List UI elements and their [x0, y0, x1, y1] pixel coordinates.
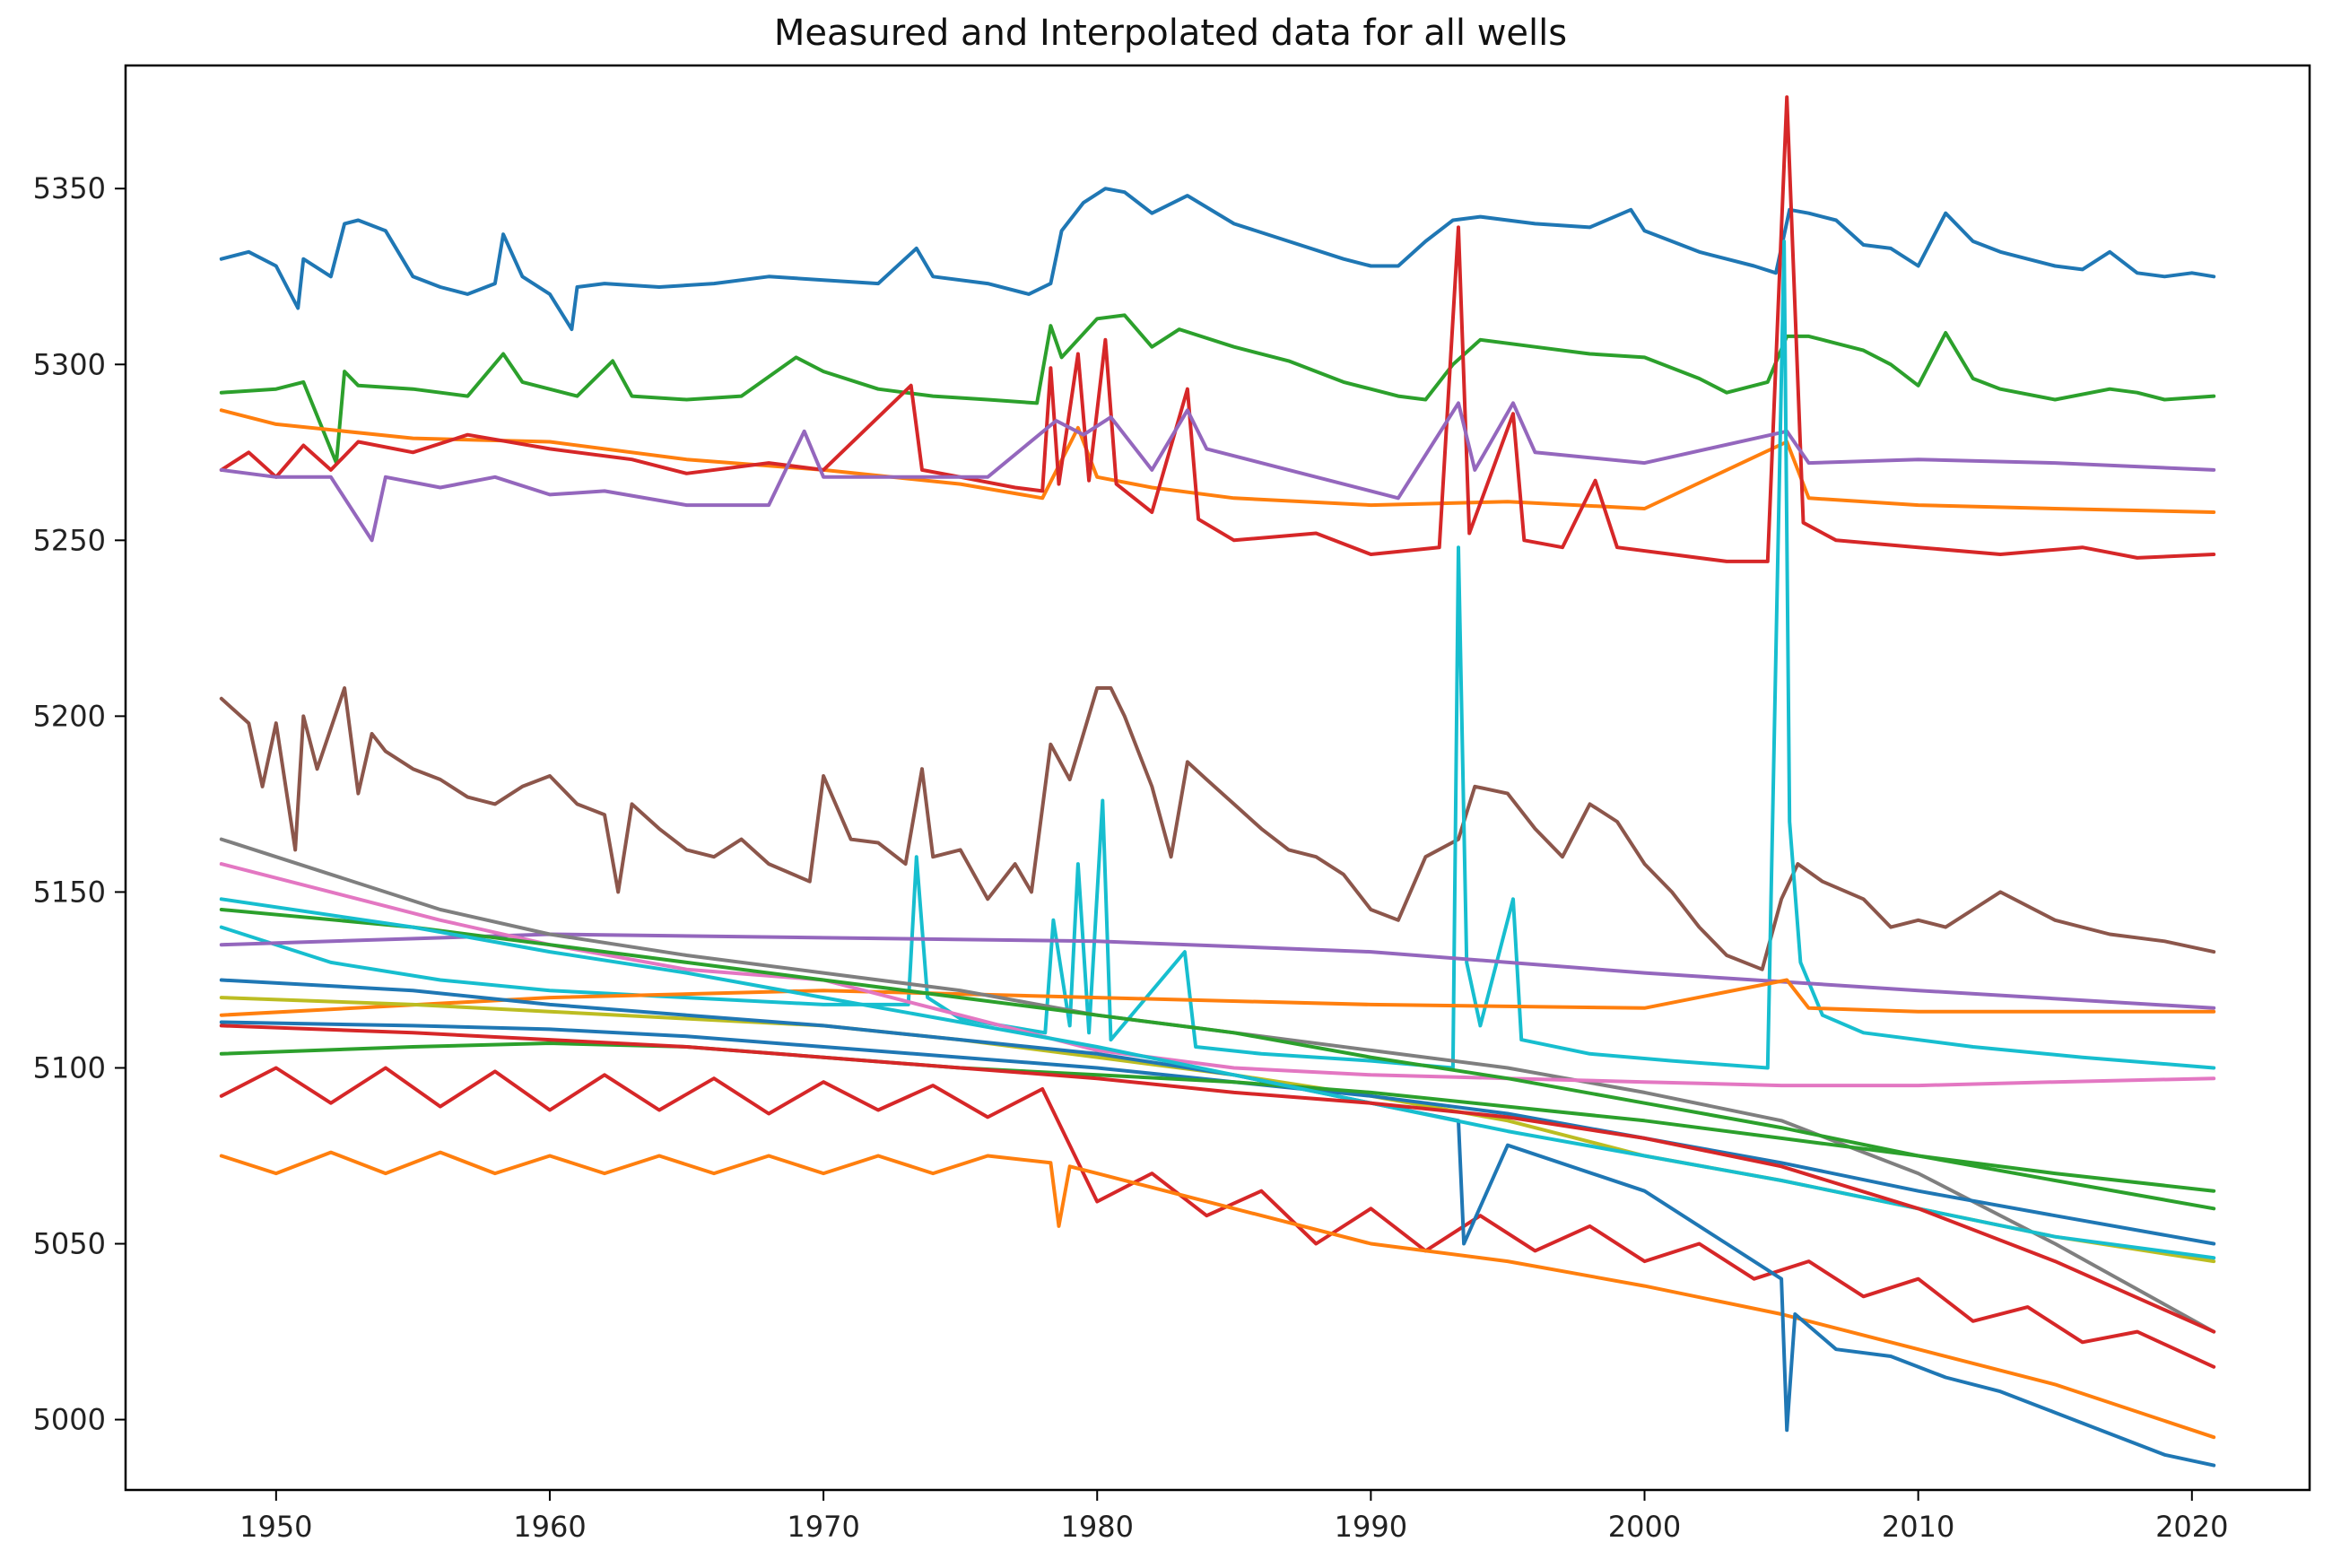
chart-title: Measured and Interpolated data for all w…	[773, 13, 1568, 54]
series-line-well-red-mid	[219, 1066, 2216, 1369]
series-line-well-orange-flat	[219, 978, 2216, 1017]
x-tick-label: 1970	[787, 1510, 859, 1544]
y-tick-label: 5300	[33, 347, 106, 381]
x-axis: 1950 1960 1970 1980 1990 2000 2010 2020	[239, 1490, 2229, 1544]
series-line-well-brown	[219, 686, 2216, 971]
series-line-well-blue-deep	[219, 978, 2216, 1468]
y-tick-label: 5000	[33, 1403, 106, 1437]
x-tick-label: 1960	[513, 1510, 586, 1544]
series-line-well-orange-upper	[219, 408, 2216, 514]
y-tick-label: 5050	[33, 1227, 106, 1261]
plot-frame	[124, 64, 2311, 1492]
series-line-well-red-upper	[219, 95, 2216, 563]
x-tick-label: 2000	[1608, 1510, 1681, 1544]
y-axis: 5000 5050 5100 5150 5200 5250 5300 5350	[33, 171, 126, 1437]
series-line-well-cyan-low	[219, 897, 2216, 1260]
series-line-well-red-late	[219, 1024, 2216, 1334]
series-layer	[219, 95, 2216, 1468]
series-line-well-green-upper	[219, 313, 2216, 466]
series-line-well-pink	[219, 862, 2216, 1088]
y-tick-label: 5200	[33, 699, 106, 733]
x-tick-label: 1950	[239, 1510, 312, 1544]
series-line-well-purple-lower	[219, 932, 2216, 1010]
series-line-well-cyan	[219, 240, 2216, 1070]
y-tick-label: 5350	[33, 171, 106, 205]
series-line-well-purple-upper	[219, 401, 2216, 543]
x-tick-label: 1980	[1061, 1510, 1134, 1544]
y-tick-label: 5100	[33, 1050, 106, 1085]
series-line-well-top-blue	[219, 187, 2216, 332]
y-tick-label: 5150	[33, 875, 106, 909]
x-tick-label: 1990	[1335, 1510, 1407, 1544]
x-tick-label: 2010	[1882, 1510, 1954, 1544]
x-tick-label: 2020	[2155, 1510, 2228, 1544]
series-line-well-green-low	[219, 1041, 2216, 1193]
y-tick-label: 5250	[33, 523, 106, 557]
series-line-well-green-mid	[219, 908, 2216, 1211]
series-line-well-orange-lowest	[219, 1150, 2216, 1440]
